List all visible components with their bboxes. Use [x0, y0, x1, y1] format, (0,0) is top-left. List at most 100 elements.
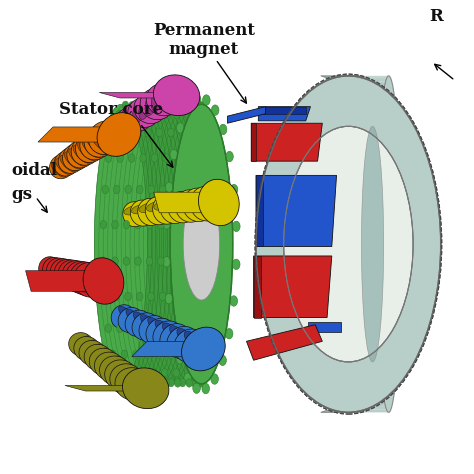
- Ellipse shape: [148, 104, 209, 384]
- Ellipse shape: [169, 257, 176, 265]
- Ellipse shape: [137, 104, 196, 384]
- Ellipse shape: [121, 350, 128, 358]
- Polygon shape: [351, 404, 392, 407]
- Polygon shape: [258, 107, 310, 121]
- Polygon shape: [357, 131, 398, 139]
- Ellipse shape: [171, 185, 178, 194]
- Ellipse shape: [128, 324, 135, 333]
- Polygon shape: [246, 325, 322, 360]
- Ellipse shape: [156, 128, 163, 137]
- Ellipse shape: [60, 155, 76, 172]
- Ellipse shape: [97, 113, 141, 156]
- Polygon shape: [356, 109, 396, 116]
- Ellipse shape: [98, 104, 152, 384]
- Ellipse shape: [111, 257, 118, 265]
- Ellipse shape: [125, 185, 132, 194]
- Ellipse shape: [191, 378, 197, 387]
- Ellipse shape: [115, 369, 122, 377]
- Ellipse shape: [152, 104, 212, 384]
- Ellipse shape: [139, 324, 146, 333]
- Ellipse shape: [184, 193, 210, 206]
- Ellipse shape: [54, 151, 79, 176]
- Ellipse shape: [62, 274, 85, 286]
- Polygon shape: [360, 196, 401, 207]
- Ellipse shape: [54, 272, 75, 283]
- Ellipse shape: [159, 292, 166, 301]
- Ellipse shape: [100, 220, 107, 229]
- Ellipse shape: [193, 383, 201, 393]
- Ellipse shape: [116, 110, 122, 118]
- Ellipse shape: [163, 101, 170, 110]
- Ellipse shape: [173, 110, 180, 118]
- Polygon shape: [353, 396, 394, 400]
- Polygon shape: [263, 107, 306, 114]
- Ellipse shape: [97, 123, 123, 147]
- Ellipse shape: [66, 275, 90, 287]
- Ellipse shape: [151, 379, 158, 387]
- Ellipse shape: [70, 262, 101, 295]
- Polygon shape: [359, 176, 400, 186]
- Ellipse shape: [141, 104, 200, 384]
- Ellipse shape: [46, 258, 72, 285]
- Ellipse shape: [102, 292, 109, 301]
- Ellipse shape: [138, 198, 163, 226]
- Ellipse shape: [111, 305, 135, 329]
- Ellipse shape: [219, 124, 227, 135]
- Ellipse shape: [50, 155, 74, 179]
- Polygon shape: [356, 372, 396, 379]
- Ellipse shape: [174, 379, 181, 387]
- Ellipse shape: [179, 378, 186, 387]
- Ellipse shape: [100, 257, 107, 265]
- Ellipse shape: [139, 110, 146, 118]
- Polygon shape: [351, 79, 392, 82]
- Ellipse shape: [112, 104, 168, 384]
- Ellipse shape: [110, 128, 117, 137]
- Ellipse shape: [168, 378, 174, 387]
- Ellipse shape: [124, 205, 143, 215]
- Ellipse shape: [190, 186, 222, 221]
- Ellipse shape: [155, 350, 162, 358]
- Polygon shape: [360, 271, 401, 282]
- Polygon shape: [320, 76, 389, 85]
- Ellipse shape: [362, 127, 383, 362]
- Ellipse shape: [133, 378, 140, 387]
- Ellipse shape: [138, 369, 145, 377]
- Ellipse shape: [186, 379, 192, 387]
- Ellipse shape: [170, 149, 178, 160]
- Polygon shape: [354, 92, 394, 98]
- Ellipse shape: [100, 356, 131, 385]
- Ellipse shape: [183, 188, 219, 300]
- Ellipse shape: [102, 185, 109, 194]
- Polygon shape: [355, 379, 396, 385]
- Ellipse shape: [225, 328, 233, 339]
- Ellipse shape: [180, 101, 186, 109]
- Ellipse shape: [89, 348, 118, 375]
- Ellipse shape: [139, 202, 160, 213]
- Ellipse shape: [43, 257, 67, 283]
- Ellipse shape: [101, 104, 155, 384]
- Ellipse shape: [122, 101, 129, 109]
- Ellipse shape: [145, 197, 172, 225]
- Ellipse shape: [83, 258, 124, 304]
- Ellipse shape: [230, 184, 238, 195]
- Polygon shape: [254, 256, 332, 318]
- Ellipse shape: [103, 118, 130, 143]
- Ellipse shape: [174, 154, 181, 162]
- Ellipse shape: [130, 200, 155, 226]
- Ellipse shape: [94, 104, 147, 384]
- Ellipse shape: [146, 257, 153, 265]
- Ellipse shape: [134, 104, 192, 384]
- Ellipse shape: [154, 75, 200, 116]
- Ellipse shape: [62, 261, 91, 292]
- Ellipse shape: [51, 162, 66, 177]
- Ellipse shape: [134, 101, 140, 109]
- Ellipse shape: [84, 125, 117, 157]
- Ellipse shape: [148, 292, 155, 301]
- Ellipse shape: [185, 110, 191, 118]
- Ellipse shape: [74, 337, 100, 361]
- Polygon shape: [357, 123, 398, 131]
- Ellipse shape: [170, 327, 177, 337]
- Ellipse shape: [170, 104, 233, 384]
- Ellipse shape: [109, 113, 138, 139]
- Ellipse shape: [123, 104, 180, 384]
